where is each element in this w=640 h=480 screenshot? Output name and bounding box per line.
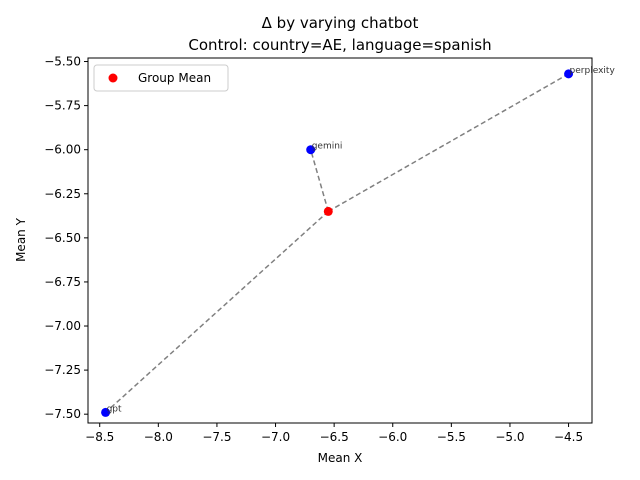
x-tick-label: −8.0 — [144, 430, 173, 444]
plot-frame — [87, 57, 593, 424]
y-tick-label: −6.50 — [44, 231, 81, 245]
y-tick-label: −7.00 — [44, 319, 81, 333]
y-tick-label: −5.50 — [44, 55, 81, 69]
y-tick-label: −7.25 — [44, 363, 81, 377]
x-tick-label: −7.0 — [261, 430, 290, 444]
x-tick-label: −4.5 — [554, 430, 583, 444]
plot-area — [87, 57, 593, 424]
legend: Group Mean — [93, 64, 229, 92]
point-label-gpt: gpt — [107, 404, 122, 414]
connector-line — [309, 149, 330, 212]
y-tick-label: −6.25 — [44, 187, 81, 201]
chart-title: Δ by varying chatbot — [262, 14, 419, 32]
point-label-gemini: gemini — [312, 142, 343, 152]
legend-box — [93, 64, 229, 92]
y-tick-label: −5.75 — [44, 99, 81, 113]
legend-marker — [108, 73, 118, 83]
x-tick-label: −5.5 — [437, 430, 466, 444]
data-point-perplexity — [564, 69, 574, 79]
data-point-gpt — [101, 407, 111, 417]
x-tick-label: −6.0 — [378, 430, 407, 444]
data-points: gemini perplexity gpt — [101, 66, 615, 417]
x-tick-label: −6.5 — [320, 430, 349, 444]
x-tick-label: −8.5 — [85, 430, 114, 444]
group-mean-point — [323, 206, 333, 216]
point-label-perplexity: perplexity — [570, 66, 616, 76]
y-tick-label: −7.50 — [44, 407, 81, 421]
y-axis-label: Mean Y — [14, 217, 28, 262]
x-axis-label: Mean X — [318, 451, 363, 465]
x-tick-label: −5.0 — [495, 430, 524, 444]
y-tick-label: −6.00 — [44, 143, 81, 157]
connector-line — [327, 73, 569, 213]
x-axis-ticks: −8.5 −8.0 −7.5 −7.0 −6.5 −6.0 −5.5 −5.0 −4.5 — [85, 423, 583, 444]
y-tick-label: −6.75 — [44, 275, 81, 289]
legend-label: Group Mean — [138, 71, 211, 85]
connector-line — [105, 210, 329, 413]
connector-lines — [105, 73, 569, 413]
y-axis-ticks: −7.50 −7.25 −7.00 −6.75 −6.50 −6.25 −6.00 −5.75… — [44, 55, 88, 421]
data-point-gemini — [306, 145, 316, 155]
x-tick-label: −7.5 — [202, 430, 231, 444]
chart-subtitle: Control: country=AE, language=spanish — [188, 36, 491, 54]
